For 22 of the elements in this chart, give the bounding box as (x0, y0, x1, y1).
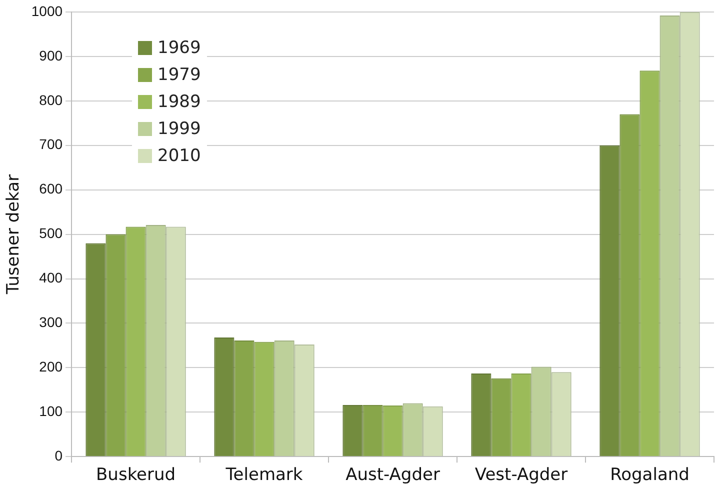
legend-label: 1989 (158, 92, 201, 112)
y-tick-label: 500 (39, 225, 63, 242)
y-tick-label: 200 (39, 358, 63, 375)
x-tick-label: Aust-Agder (346, 465, 440, 486)
x-tick-label: Vest-Agder (474, 465, 568, 486)
y-tick-label: 100 (39, 403, 63, 419)
legend-label: 1979 (158, 64, 201, 84)
y-tick-label: 600 (39, 180, 63, 197)
y-tick-label: 400 (39, 270, 63, 286)
legend-label: 2010 (158, 146, 201, 166)
y-tick-label: 1000 (31, 2, 63, 19)
y-tick-label: 300 (39, 314, 63, 330)
y-tick-label: 900 (39, 47, 63, 64)
x-tick-label: Buskerud (96, 465, 176, 486)
x-tick-label: Rogaland (610, 465, 690, 486)
y-tick-label: 700 (39, 136, 63, 152)
x-tick-label: Telemark (224, 465, 303, 486)
y-tick-label: 0 (54, 447, 63, 464)
y-tick-label: 800 (39, 92, 63, 108)
legend-label: 1969 (158, 38, 201, 58)
legend-label: 1999 (158, 118, 201, 138)
y-axis-title: Tusener dekar (4, 174, 24, 296)
